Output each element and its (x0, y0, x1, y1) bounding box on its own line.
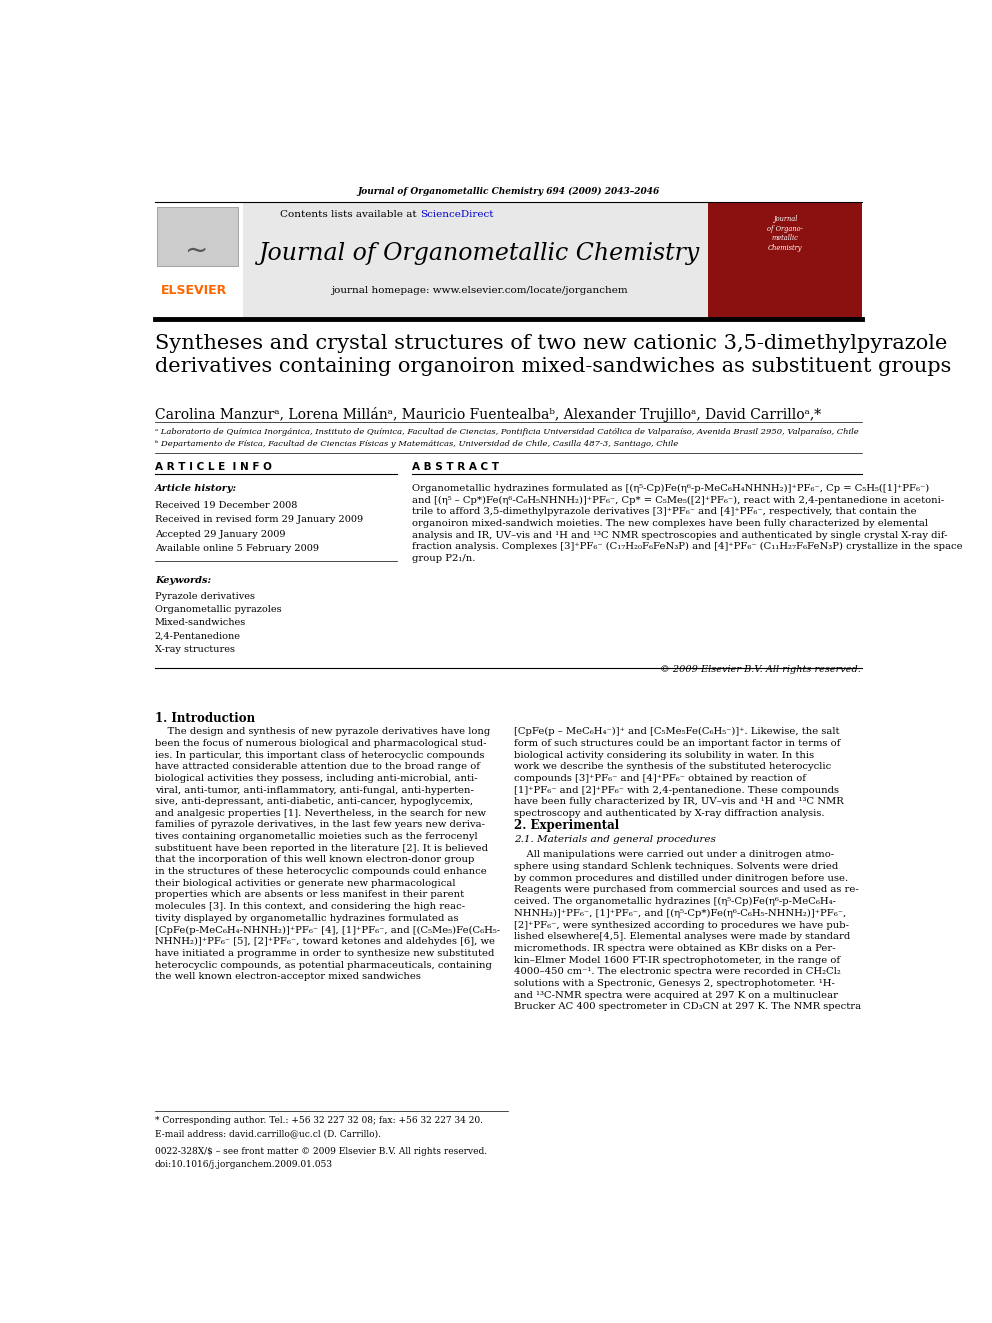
Text: © 2009 Elsevier B.V. All rights reserved.: © 2009 Elsevier B.V. All rights reserved… (660, 665, 860, 673)
FancyBboxPatch shape (708, 201, 862, 319)
Text: 2,4-Pentanedione: 2,4-Pentanedione (155, 631, 241, 640)
FancyBboxPatch shape (157, 206, 238, 266)
Text: ScienceDirect: ScienceDirect (420, 209, 493, 218)
Text: ᵃ Laboratorio de Química Inorgánica, Instituto de Química, Facultad de Ciencias,: ᵃ Laboratorio de Química Inorgánica, Ins… (155, 427, 858, 435)
Text: Keywords:: Keywords: (155, 577, 211, 586)
Text: Received in revised form 29 January 2009: Received in revised form 29 January 2009 (155, 515, 363, 524)
Text: A B S T R A C T: A B S T R A C T (413, 462, 499, 472)
Text: 0022-328X/$ – see front matter © 2009 Elsevier B.V. All rights reserved.: 0022-328X/$ – see front matter © 2009 El… (155, 1147, 487, 1156)
Text: doi:10.1016/j.jorganchem.2009.01.053: doi:10.1016/j.jorganchem.2009.01.053 (155, 1160, 332, 1170)
Text: Pyrazole derivatives: Pyrazole derivatives (155, 591, 255, 601)
Text: Carolina Manzurᵃ, Lorena Millánᵃ, Mauricio Fuentealbaᵇ, Alexander Trujilloᵃ, Dav: Carolina Manzurᵃ, Lorena Millánᵃ, Mauric… (155, 407, 820, 422)
Text: journal homepage: www.elsevier.com/locate/jorganchem: journal homepage: www.elsevier.com/locat… (331, 286, 628, 295)
Text: 2. Experimental: 2. Experimental (514, 819, 619, 832)
Text: The design and synthesis of new pyrazole derivatives have long
been the focus of: The design and synthesis of new pyrazole… (155, 728, 500, 982)
Text: Journal
of Organo-
metallic
Chemistry: Journal of Organo- metallic Chemistry (767, 214, 804, 253)
Text: Accepted 29 January 2009: Accepted 29 January 2009 (155, 529, 286, 538)
Text: Mixed-sandwiches: Mixed-sandwiches (155, 618, 246, 627)
Text: All manipulations were carried out under a dinitrogen atmo-
sphere using standar: All manipulations were carried out under… (514, 851, 861, 1011)
Text: Journal of Organometallic Chemistry: Journal of Organometallic Chemistry (259, 242, 699, 266)
Text: Syntheses and crystal structures of two new cationic 3,5-dimethylpyrazole
deriva: Syntheses and crystal structures of two … (155, 333, 951, 377)
Text: * Corresponding author. Tel.: +56 32 227 32 08; fax: +56 32 227 34 20.: * Corresponding author. Tel.: +56 32 227… (155, 1117, 483, 1126)
FancyBboxPatch shape (155, 201, 243, 319)
FancyBboxPatch shape (243, 201, 708, 319)
Text: Received 19 December 2008: Received 19 December 2008 (155, 501, 298, 511)
Text: Journal of Organometallic Chemistry 694 (2009) 2043–2046: Journal of Organometallic Chemistry 694 … (357, 188, 660, 196)
Text: Organometallic pyrazoles: Organometallic pyrazoles (155, 605, 282, 614)
Text: A R T I C L E  I N F O: A R T I C L E I N F O (155, 462, 272, 472)
Text: Available online 5 February 2009: Available online 5 February 2009 (155, 544, 318, 553)
Text: Article history:: Article history: (155, 484, 237, 492)
Text: E-mail address: david.carrillo@uc.cl (D. Carrillo).: E-mail address: david.carrillo@uc.cl (D.… (155, 1130, 381, 1139)
Text: Contents lists available at: Contents lists available at (280, 209, 420, 218)
Text: Organometallic hydrazines formulated as [(η⁵-Cp)Fe(η⁶-p-MeC₆H₄NHNH₂)]⁺PF₆⁻, Cp =: Organometallic hydrazines formulated as … (413, 484, 963, 564)
Text: ELSEVIER: ELSEVIER (161, 284, 227, 298)
Text: ~: ~ (186, 237, 208, 265)
Text: X-ray structures: X-ray structures (155, 644, 235, 654)
Text: 2.1. Materials and general procedures: 2.1. Materials and general procedures (514, 835, 715, 844)
Text: ᵇ Departamento de Física, Facultad de Ciencias Físicas y Matemáticas, Universida: ᵇ Departamento de Física, Facultad de Ci… (155, 441, 678, 448)
Text: 1. Introduction: 1. Introduction (155, 712, 255, 725)
Text: [CpFe(p – MeC₆H₄⁻)]⁺ and [C₅Me₅Fe(C₆H₅⁻)]⁺. Likewise, the salt
form of such stru: [CpFe(p – MeC₆H₄⁻)]⁺ and [C₅Me₅Fe(C₆H₅⁻)… (514, 728, 843, 818)
